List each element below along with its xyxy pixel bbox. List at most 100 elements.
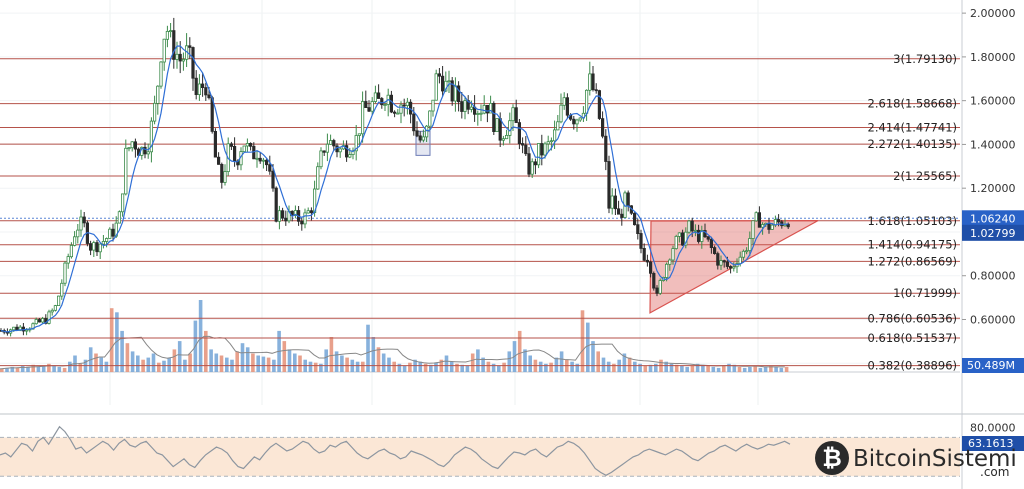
volume-bar: [575, 363, 580, 372]
volume-bar: [99, 357, 103, 372]
candle-body: [431, 99, 435, 112]
candle-body: [360, 101, 365, 135]
candle-body: [463, 100, 467, 112]
candle-body: [751, 220, 755, 239]
rsi-tick-label: 80.0000: [970, 422, 1016, 435]
volume-bar: [470, 353, 475, 372]
volume-bar: [319, 363, 323, 372]
volume-bar: [188, 353, 192, 372]
candle-body: [725, 261, 730, 267]
candle-body: [527, 153, 531, 175]
volume-bar: [36, 366, 41, 372]
candle-body: [274, 187, 278, 222]
volume-bar: [528, 355, 532, 372]
volume-bar: [606, 361, 611, 372]
volume-bar: [559, 351, 564, 372]
volume-bar: [476, 349, 480, 372]
candle-body: [380, 98, 384, 106]
volume-bar: [695, 363, 700, 372]
volume-bar: [549, 362, 553, 372]
rsi-badge-label: 63.1613: [968, 437, 1014, 450]
candle-body: [325, 143, 330, 153]
candle-body: [73, 236, 77, 246]
candle-body: [245, 142, 249, 147]
candle-body: [152, 102, 157, 122]
volume-bar: [722, 365, 726, 372]
candle-body: [693, 229, 698, 232]
volume-bar: [204, 330, 208, 372]
volume-bar: [167, 357, 171, 372]
volume-bar: [329, 337, 334, 372]
candle-body: [645, 259, 650, 263]
moving-average: [0, 45, 789, 333]
candle-body: [601, 118, 605, 137]
volume-bar: [177, 341, 182, 372]
candle-body: [476, 113, 480, 115]
candle-body: [690, 220, 694, 232]
candle-body: [649, 261, 653, 274]
volume-bar: [47, 363, 51, 372]
candle-body: [357, 133, 362, 136]
volume-bar: [444, 355, 449, 372]
volume-bar: [758, 367, 763, 372]
candle-body: [101, 240, 105, 245]
moving-average-line: [0, 45, 789, 333]
candle-body: [162, 38, 166, 63]
candle-body: [668, 259, 672, 265]
candle-body: [533, 161, 538, 166]
volume-bar: [486, 361, 491, 372]
candle-body: [604, 135, 608, 162]
candle-body: [242, 145, 246, 152]
volume-bar: [146, 357, 151, 372]
candle-body: [181, 59, 185, 62]
candle-body: [389, 94, 394, 113]
volume-bar: [538, 361, 543, 372]
candle-body: [383, 104, 387, 106]
candle-body: [469, 106, 474, 110]
volume-bar: [308, 361, 313, 372]
candle-body: [655, 287, 659, 294]
fib-label: 2.618(1.58668): [868, 97, 957, 111]
candle-body: [559, 104, 563, 123]
volume-bar: [355, 361, 360, 372]
volume-bar: [418, 361, 423, 372]
candle-body: [677, 232, 682, 237]
candle-body: [34, 319, 38, 325]
candle-body: [66, 256, 70, 264]
volume-bar: [120, 330, 124, 372]
volume-bar: [497, 365, 501, 372]
volume-bar: [580, 310, 585, 372]
volume-bar: [397, 363, 402, 372]
volume-bar: [172, 349, 177, 372]
candle-body: [639, 233, 643, 249]
candle-body: [504, 134, 509, 140]
candle-body: [434, 73, 438, 101]
candle-body: [216, 156, 221, 165]
candle-body: [95, 242, 99, 253]
axis-tick-label: 1.60000: [970, 95, 1016, 108]
candle-body: [447, 80, 451, 83]
volume-bar: [622, 353, 627, 372]
candle-body: [316, 166, 320, 190]
candle-body: [460, 101, 464, 112]
volume-bar: [554, 357, 559, 372]
candle-body: [562, 97, 566, 106]
candle-body: [143, 146, 147, 155]
fib-label: 1.272(0.86569): [868, 254, 957, 268]
volume-bar: [491, 363, 496, 372]
candle-body: [57, 295, 61, 307]
candle-body: [652, 272, 656, 289]
volume-bar: [706, 365, 710, 372]
candle-body: [754, 212, 758, 222]
candle-body: [418, 135, 422, 141]
volume-bar: [654, 363, 658, 372]
candle-body: [370, 101, 374, 112]
volume-bar: [366, 324, 370, 372]
volume-bar: [732, 364, 737, 372]
volume-bar: [256, 355, 260, 372]
volume-bar: [774, 366, 778, 372]
fibonacci-levels: 3(1.79130) 2.618(1.58668) 2.414(1.47741) 2.…: [0, 52, 960, 373]
volume-bar: [633, 361, 637, 372]
candle-body: [424, 125, 429, 138]
candle-body: [719, 260, 723, 266]
